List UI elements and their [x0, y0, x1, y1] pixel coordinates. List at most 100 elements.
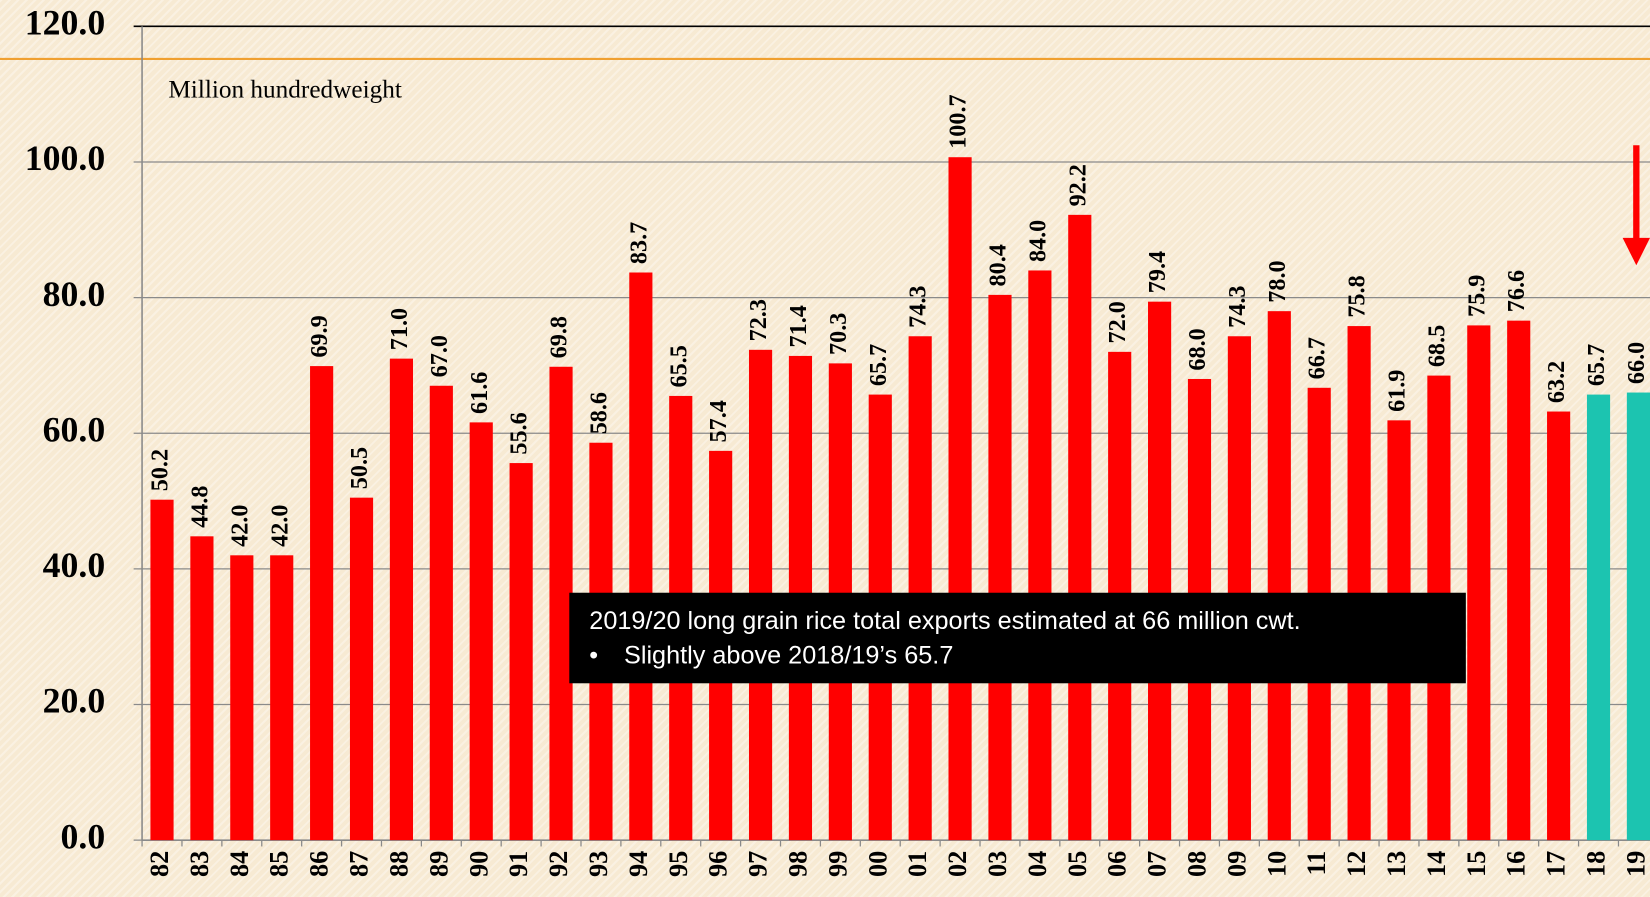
x-tick-label: 94 — [624, 851, 653, 877]
x-tick-label: 97 — [744, 851, 773, 877]
value-label: 65.7 — [865, 344, 892, 386]
x-tick-label: 03 — [983, 851, 1012, 877]
bar — [429, 385, 453, 841]
value-label: 44.8 — [186, 486, 213, 528]
bar — [150, 499, 174, 841]
x-tick-label: 06 — [1103, 851, 1132, 877]
y-tick-label: 0.0 — [61, 816, 106, 856]
y-tick-label: 120.0 — [25, 3, 105, 43]
x-tick-label: 16 — [1502, 851, 1531, 877]
y-tick-label: 100.0 — [25, 138, 105, 178]
bar — [1586, 394, 1611, 841]
arrow — [1622, 145, 1650, 266]
bar — [1626, 392, 1650, 841]
bar — [310, 366, 334, 841]
value-label: 84.0 — [1024, 220, 1051, 262]
annotation-bullet: • — [589, 642, 598, 670]
x-tick-label: 15 — [1462, 851, 1491, 877]
x-tick-label: 85 — [265, 851, 294, 877]
value-label: 42.0 — [226, 505, 253, 547]
bar — [629, 272, 653, 841]
bar — [1547, 411, 1571, 841]
value-label: 74.3 — [1224, 285, 1251, 327]
value-label: 75.9 — [1463, 275, 1490, 317]
annotation-line: 2019/20 long grain rice total exports es… — [589, 607, 1300, 635]
bar — [190, 536, 214, 841]
x-tick-label: 09 — [1222, 851, 1251, 877]
bar — [1068, 214, 1092, 841]
value-label: 76.6 — [1503, 270, 1530, 312]
value-label: 78.0 — [1264, 260, 1291, 302]
x-tick-label: 91 — [504, 851, 533, 877]
value-label: 100.7 — [945, 94, 972, 148]
value-label: 72.3 — [745, 299, 772, 341]
x-tick-label: 87 — [345, 851, 374, 877]
annotation-line: Slightly above 2018/19’s 65.7 — [624, 642, 953, 670]
x-tick-label: 08 — [1183, 851, 1212, 877]
bar — [1467, 325, 1491, 841]
bars: 82 50.2 83 44.8 84 42.0 85 42.0 86 69.9 87 50.5 88 71… — [145, 94, 1650, 877]
x-tick-label: 90 — [464, 851, 493, 877]
bar — [1347, 326, 1371, 841]
x-tick-label: 04 — [1023, 851, 1052, 877]
x-tick-label: 88 — [384, 851, 413, 877]
bar — [270, 555, 294, 841]
x-tick-label: 13 — [1382, 851, 1411, 877]
x-tick-label: 18 — [1582, 851, 1611, 877]
bar — [349, 497, 374, 841]
value-label: 72.0 — [1104, 301, 1131, 343]
x-tick-label: 00 — [863, 851, 892, 877]
value-label: 55.6 — [506, 412, 533, 454]
y-tick-label: 20.0 — [43, 681, 106, 721]
value-label: 70.3 — [825, 313, 852, 355]
value-label: 79.4 — [1144, 251, 1171, 293]
value-label: 61.9 — [1384, 370, 1411, 412]
bar — [1148, 301, 1172, 841]
value-label: 50.5 — [346, 447, 373, 489]
bar — [509, 463, 533, 841]
value-label: 92.2 — [1064, 164, 1091, 206]
x-tick-label: 83 — [185, 851, 214, 877]
value-label: 42.0 — [266, 505, 293, 547]
value-label: 66.0 — [1623, 342, 1650, 384]
x-tick-label: 82 — [145, 851, 174, 877]
value-label: 61.6 — [466, 372, 493, 414]
value-label: 63.2 — [1543, 361, 1570, 403]
value-label: 69.8 — [546, 316, 573, 358]
value-label: 80.4 — [985, 244, 1012, 286]
x-tick-label: 12 — [1342, 851, 1371, 877]
bar — [948, 157, 972, 841]
unit-label: Million hundredweight — [168, 75, 401, 103]
value-label: 68.5 — [1423, 325, 1450, 367]
bar — [1507, 320, 1531, 841]
x-tick-label: 98 — [783, 851, 812, 877]
value-label: 75.8 — [1344, 275, 1371, 317]
value-label: 66.7 — [1304, 337, 1331, 379]
bar — [988, 294, 1012, 841]
value-label: 65.7 — [1583, 344, 1610, 386]
x-tick-label: 14 — [1422, 851, 1451, 877]
value-label: 57.4 — [705, 400, 732, 442]
y-tick-label: 60.0 — [43, 409, 106, 449]
bar — [1267, 311, 1291, 841]
bar — [230, 555, 254, 841]
x-tick-label: 01 — [903, 851, 932, 877]
value-label: 74.3 — [905, 285, 932, 327]
x-tick-label: 84 — [225, 851, 254, 877]
bar — [549, 366, 573, 841]
x-tick-label: 89 — [424, 851, 453, 877]
x-tick-label: 17 — [1542, 851, 1571, 877]
bar — [389, 358, 414, 841]
x-tick-label: 92 — [544, 851, 573, 877]
y-tick-label: 80.0 — [43, 274, 106, 314]
arrow-head — [1622, 237, 1650, 266]
x-tick-label: 07 — [1143, 851, 1172, 877]
x-tick-label: 99 — [823, 851, 852, 877]
annotation-background — [569, 592, 1466, 684]
value-label: 71.0 — [386, 308, 413, 350]
value-label: 50.2 — [147, 449, 174, 491]
value-label: 69.9 — [306, 315, 333, 357]
x-tick-label: 10 — [1262, 851, 1291, 877]
value-label: 67.0 — [426, 335, 453, 377]
